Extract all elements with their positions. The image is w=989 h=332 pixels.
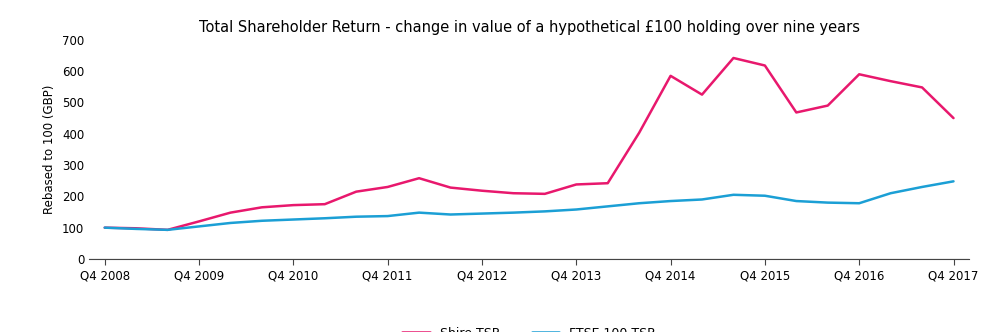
Shire TSR [790,111,802,115]
FTSE 100 TSR [318,216,330,220]
Shire TSR [854,72,865,76]
Legend: Shire TSR, FTSE 100 TSR: Shire TSR, FTSE 100 TSR [403,327,656,332]
Shire TSR [413,176,425,180]
FTSE 100 TSR [413,210,425,214]
FTSE 100 TSR [759,194,770,198]
Shire TSR [225,210,236,214]
Shire TSR [947,116,959,120]
Shire TSR [665,74,676,78]
FTSE 100 TSR [476,211,488,215]
FTSE 100 TSR [854,201,865,205]
Shire TSR [539,192,551,196]
FTSE 100 TSR [507,210,519,214]
Shire TSR [507,191,519,195]
FTSE 100 TSR [665,199,676,203]
Shire TSR [822,104,834,108]
Y-axis label: Rebased to 100 (GBP): Rebased to 100 (GBP) [44,85,56,214]
Shire TSR [916,85,928,89]
Shire TSR [476,189,488,193]
Shire TSR [131,226,142,230]
Shire TSR [161,228,173,232]
Shire TSR [288,203,300,207]
FTSE 100 TSR [790,199,802,203]
FTSE 100 TSR [947,179,959,183]
FTSE 100 TSR [193,224,205,228]
Shire TSR [696,93,708,97]
Shire TSR [193,219,205,223]
Shire TSR [318,202,330,206]
Line: Shire TSR: Shire TSR [105,58,953,230]
FTSE 100 TSR [601,205,613,208]
FTSE 100 TSR [382,214,394,218]
FTSE 100 TSR [131,227,142,231]
FTSE 100 TSR [822,201,834,205]
Shire TSR [256,205,268,209]
FTSE 100 TSR [350,215,362,219]
Shire TSR [382,185,394,189]
FTSE 100 TSR [916,185,928,189]
FTSE 100 TSR [728,193,740,197]
Shire TSR [633,131,645,135]
FTSE 100 TSR [571,208,583,211]
FTSE 100 TSR [256,219,268,223]
FTSE 100 TSR [445,212,457,216]
Shire TSR [99,226,111,230]
FTSE 100 TSR [885,191,897,195]
Shire TSR [571,183,583,187]
FTSE 100 TSR [539,209,551,213]
FTSE 100 TSR [288,217,300,221]
FTSE 100 TSR [696,198,708,202]
Title: Total Shareholder Return - change in value of a hypothetical £100 holding over n: Total Shareholder Return - change in val… [199,20,859,35]
Shire TSR [759,63,770,67]
FTSE 100 TSR [99,226,111,230]
FTSE 100 TSR [161,228,173,232]
Shire TSR [350,190,362,194]
Line: FTSE 100 TSR: FTSE 100 TSR [105,181,953,230]
Shire TSR [445,186,457,190]
Shire TSR [601,181,613,185]
FTSE 100 TSR [225,221,236,225]
Shire TSR [885,79,897,83]
Shire TSR [728,56,740,60]
FTSE 100 TSR [633,201,645,205]
